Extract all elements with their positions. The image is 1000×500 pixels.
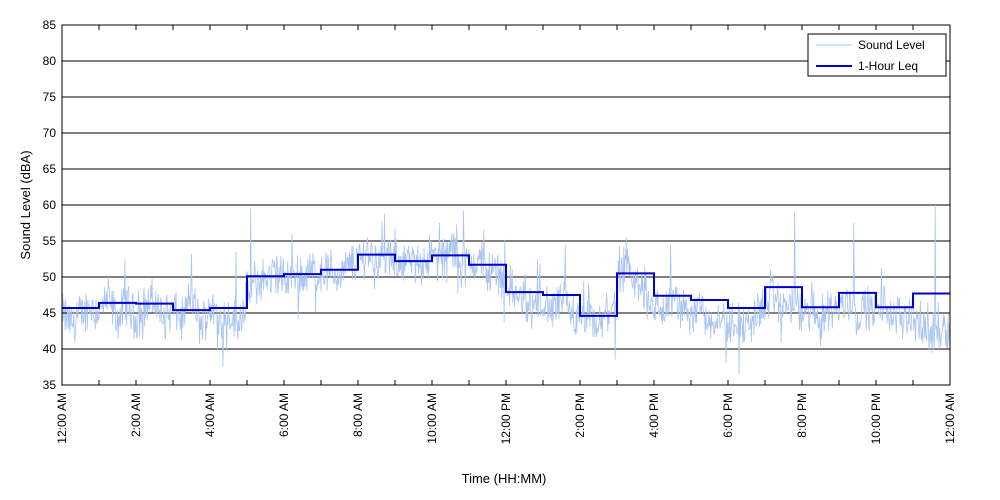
x-ticks: 12:00 AM 2:00 AM 4:00 AM 6:00 AM 8:00 AM 10:0… — [55, 25, 957, 444]
y-tick-label: 80 — [43, 54, 57, 68]
y-tick-label: 75 — [43, 90, 57, 104]
x-tick-label: 10:00 AM — [425, 393, 439, 444]
x-tick-label: 4:00 AM — [203, 393, 217, 437]
x-tick-label: 12:00 AM — [55, 393, 69, 444]
legend-box — [807, 33, 947, 77]
y-tick-label: 50 — [43, 270, 57, 284]
legend-label-sound-level: Sound Level — [858, 38, 925, 52]
y-tick-label: 70 — [43, 126, 57, 140]
x-tick-label: 8:00 PM — [795, 393, 809, 438]
y-ticks: 35 40 45 50 55 60 65 70 75 80 85 — [43, 18, 950, 392]
x-tick-label: 2:00 PM — [573, 393, 587, 438]
y-tick-label: 35 — [43, 378, 57, 392]
x-tick-label: 2:00 AM — [129, 393, 143, 437]
legend-label-1-hour-leq: 1-Hour Leq — [858, 59, 918, 73]
x-tick-label: 8:00 AM — [351, 393, 365, 437]
y-tick-label: 45 — [43, 306, 57, 320]
x-tick-label: 12:00 AM — [943, 393, 957, 444]
y-axis-title: Sound Level (dBA) — [18, 150, 33, 259]
y-tick-label: 65 — [43, 162, 57, 176]
leq-step-line — [62, 253, 950, 317]
x-axis-title: Time (HH:MM) — [462, 471, 547, 486]
y-tick-label: 55 — [43, 234, 57, 248]
x-tick-label: 10:00 PM — [869, 393, 883, 444]
y-tick-label: 40 — [43, 342, 57, 356]
series-1-hour-leq — [62, 253, 950, 317]
y-tick-label: 60 — [43, 198, 57, 212]
x-tick-label: 6:00 AM — [277, 393, 291, 437]
x-tick-label: 12:00 PM — [499, 393, 513, 444]
y-tick-label: 85 — [43, 18, 57, 32]
legend: Sound Level 1-Hour Leq — [807, 33, 947, 77]
x-tick-label: 4:00 PM — [647, 393, 661, 438]
x-tick-label: 6:00 PM — [721, 393, 735, 438]
